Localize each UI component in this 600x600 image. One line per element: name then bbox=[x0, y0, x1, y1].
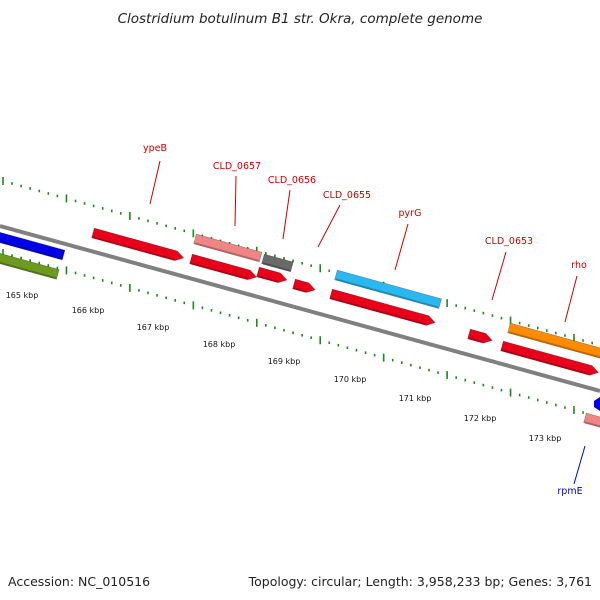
leader-line-rho bbox=[564, 275, 578, 323]
gene-label-rho[interactable]: rho bbox=[571, 260, 587, 271]
gene-label-CLD_0653[interactable]: CLD_0653 bbox=[485, 236, 533, 247]
gene-label-pyrG[interactable]: pyrG bbox=[399, 208, 422, 219]
gene-feature-blue[interactable] bbox=[0, 231, 66, 261]
scale-label: 169 kbp bbox=[268, 357, 301, 366]
leader-line-CLD_0657 bbox=[234, 175, 237, 227]
scale-label: 171 kbp bbox=[399, 394, 432, 403]
gene-rho[interactable] bbox=[507, 322, 600, 360]
scale-label: 172 kbp bbox=[464, 414, 497, 423]
gene-feature-olive[interactable] bbox=[0, 252, 60, 280]
inner-tick-track bbox=[2, 249, 584, 415]
gene-label-CLD_0655[interactable]: CLD_0655 bbox=[323, 190, 371, 201]
gene-feature-edge-blue[interactable] bbox=[594, 397, 600, 411]
gene-label-CLD_0657[interactable]: CLD_0657 bbox=[213, 161, 261, 172]
scale-label: 170 kbp bbox=[334, 375, 367, 384]
leader-line-pyrG bbox=[394, 223, 409, 271]
gene-rpmE[interactable] bbox=[583, 412, 600, 429]
scale-label: 166 kbp bbox=[72, 306, 105, 315]
leader-line-rpmE bbox=[573, 445, 586, 485]
scale-label: 168 kbp bbox=[203, 340, 236, 349]
scale-label: 165 kbp bbox=[6, 291, 39, 300]
gene-feature-red-1[interactable] bbox=[189, 253, 258, 282]
scale-label: 173 kbp bbox=[529, 434, 562, 443]
scale-label: 167 kbp bbox=[137, 323, 170, 332]
gene-feature-red-3[interactable] bbox=[329, 288, 437, 327]
gene-pyrG[interactable] bbox=[334, 269, 442, 309]
gene-feature-red-4[interactable] bbox=[500, 340, 600, 377]
leader-line-CLD_0653 bbox=[491, 251, 507, 301]
leader-line-ypeB bbox=[149, 160, 161, 205]
leader-line-CLD_0655 bbox=[317, 204, 341, 248]
leader-line-CLD_0656 bbox=[282, 189, 291, 240]
gene-labels: ypeB CLD_0657 CLD_0656 CLD_0655 pyrG CLD_0653… bbox=[143, 143, 587, 497]
gene-CLD_0653[interactable] bbox=[467, 328, 494, 345]
accession-text: Accession: NC_010516 bbox=[8, 574, 150, 589]
genome-summary-text: Topology: circular; Length: 3,958,233 bp… bbox=[248, 574, 592, 589]
scale-labels: 165 kbp 166 kbp 167 kbp 168 kbp 169 kbp 170 k… bbox=[6, 291, 562, 443]
map-title: Clostridium botulinum B1 str. Okra, comp… bbox=[118, 11, 483, 27]
gene-label-CLD_0656[interactable]: CLD_0656 bbox=[268, 175, 316, 186]
gene-label-ypeB[interactable]: ypeB bbox=[143, 143, 167, 154]
gene-ypeB[interactable] bbox=[91, 227, 185, 263]
gene-label-rpmE[interactable]: rpmE bbox=[557, 486, 582, 497]
gene-CLD_0656[interactable] bbox=[261, 253, 294, 273]
gene-feature-red-2[interactable] bbox=[256, 266, 289, 285]
gene-CLD_0657[interactable] bbox=[193, 233, 263, 263]
gene-CLD_0655[interactable] bbox=[292, 278, 317, 294]
gene-features bbox=[0, 227, 600, 429]
genome-backbone bbox=[0, 224, 600, 393]
